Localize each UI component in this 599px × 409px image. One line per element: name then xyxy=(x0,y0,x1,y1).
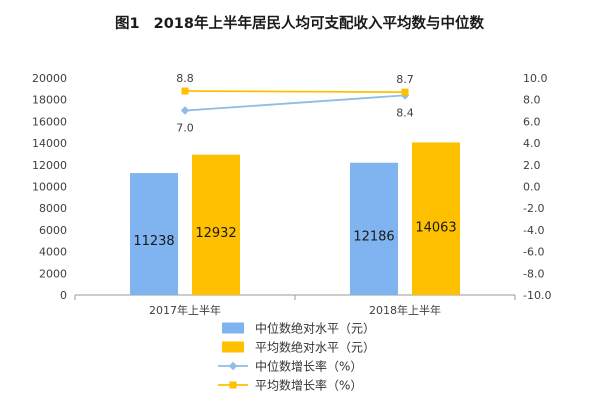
mean-bar xyxy=(412,142,460,295)
y-right-tick-label: 6.0 xyxy=(523,115,541,128)
legend-swatch xyxy=(222,341,244,353)
y-right-tick-label: 10.0 xyxy=(523,72,548,85)
y-right-tick-label: 2.0 xyxy=(523,159,541,172)
y-left-tick-label: 2000 xyxy=(39,267,67,280)
legend-swatch xyxy=(222,322,244,334)
legend-marker xyxy=(228,361,238,371)
y-left-tick-label: 20000 xyxy=(32,72,67,85)
median-growth-label: 7.0 xyxy=(176,122,194,135)
x-tick-label: 2018年上半年 xyxy=(369,303,441,317)
mean-bar xyxy=(192,154,240,295)
y-left-tick-label: 14000 xyxy=(32,137,67,150)
bar-data-label: 11238 xyxy=(133,234,174,249)
y-right-tick-label: -8.0 xyxy=(523,267,544,280)
x-tick-label: 2017年上半年 xyxy=(149,303,221,317)
y-right-tick-label: 8.0 xyxy=(523,94,541,107)
bar-data-label: 12932 xyxy=(195,226,236,241)
chart-title: 图1 2018年上半年居民人均可支配收入平均数与中位数 xyxy=(0,12,599,33)
median-bar xyxy=(130,173,178,295)
y-right-tick-label: -10.0 xyxy=(523,289,551,302)
y-right-tick-label: 0.0 xyxy=(523,181,541,194)
bar-data-label: 12186 xyxy=(353,230,394,245)
y-left-tick-label: 16000 xyxy=(32,115,67,128)
y-left-tick-label: 6000 xyxy=(39,224,67,237)
y-left-tick-label: 12000 xyxy=(32,159,67,172)
median-growth-line xyxy=(184,94,406,112)
mean-growth-point xyxy=(181,87,189,95)
y-right-tick-label: -4.0 xyxy=(523,224,544,237)
legend-label: 平均数绝对水平（元） xyxy=(255,340,375,355)
legend-label: 中位数绝对水平（元） xyxy=(255,321,375,336)
y-left-tick-label: 10000 xyxy=(32,181,67,194)
figure-label: 图1 xyxy=(115,16,140,32)
median-growth-label: 8.4 xyxy=(396,106,414,119)
y-left-tick-label: 4000 xyxy=(39,246,67,259)
legend-label: 平均数增长率（%） xyxy=(255,378,362,393)
y-left-tick-label: 0 xyxy=(60,289,67,302)
median-growth-point xyxy=(180,106,190,115)
y-right-tick-label: -6.0 xyxy=(523,246,544,259)
legend-label: 中位数增长率（%） xyxy=(255,359,362,374)
y-right-tick-label: -2.0 xyxy=(523,202,544,215)
median-bar xyxy=(350,162,398,295)
y-left-tick-label: 18000 xyxy=(32,94,67,107)
mean-growth-line xyxy=(184,90,406,94)
figure-title: 2018年上半年居民人均可支配收入平均数与中位数 xyxy=(153,16,484,32)
bar-data-label: 14063 xyxy=(415,220,456,235)
mean-growth-label: 8.7 xyxy=(396,73,414,86)
mean-growth-label: 8.8 xyxy=(176,72,194,85)
y-right-tick-label: 4.0 xyxy=(523,137,541,150)
y-left-tick-label: 8000 xyxy=(39,202,67,215)
mean-growth-point xyxy=(401,88,409,96)
legend-marker xyxy=(229,381,237,389)
